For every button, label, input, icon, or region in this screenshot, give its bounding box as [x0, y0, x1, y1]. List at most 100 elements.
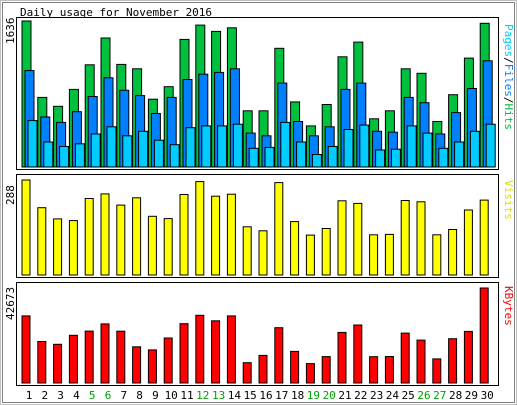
visits-bar [416, 201, 426, 276]
visits-bar [432, 234, 442, 276]
pages-bar [106, 126, 117, 168]
kbytes-bar [274, 327, 284, 384]
x-tick-label: 26 [417, 389, 430, 402]
x-tick-label: 5 [89, 389, 96, 402]
x-tick-label: 20 [323, 389, 336, 402]
visits-bar [132, 197, 142, 276]
visits-bar [68, 220, 78, 276]
kbytes-bar [211, 320, 221, 384]
pages-bar [248, 147, 259, 168]
visits-bar [179, 194, 189, 276]
visits-bar [147, 215, 157, 276]
x-tick-label: 3 [57, 389, 64, 402]
visits-bar [384, 233, 394, 276]
pages-bar [454, 141, 465, 168]
x-tick-label: 11 [180, 389, 193, 402]
kbytes-bar [337, 331, 347, 384]
visits-bar [400, 200, 410, 276]
pages-bar [201, 125, 212, 168]
visits-bar [84, 198, 94, 276]
pages-bar [185, 127, 196, 168]
visits-bar [274, 182, 284, 276]
x-tick-label: 24 [386, 389, 400, 402]
visits-bar [290, 221, 300, 276]
hits-ymax-label: 1636 [4, 18, 17, 45]
legend-hits: Hits [502, 104, 515, 131]
x-tick-label: 19 [307, 389, 320, 402]
x-tick-label: 1 [26, 389, 33, 402]
visits-bar [226, 193, 236, 276]
pages-bar [74, 143, 85, 168]
pages-bar [43, 141, 54, 168]
kbytes-bar [84, 330, 94, 384]
pages-bar [375, 149, 386, 168]
pages-bar [90, 133, 101, 168]
kbytes-bar [195, 314, 205, 384]
pages-bar [169, 144, 180, 168]
pages-bar [406, 125, 417, 168]
kbytes-bar [179, 323, 189, 384]
kbytes-bar [400, 332, 410, 384]
kbytes-bar [479, 287, 489, 384]
x-tick-label: 17 [275, 389, 288, 402]
kbytes-bar [116, 330, 126, 384]
kbytes-bar [242, 362, 252, 384]
visits-bar [337, 200, 347, 276]
visits-ymax-label: 288 [4, 185, 17, 205]
pages-bar [296, 141, 307, 168]
pages-bar [359, 124, 370, 168]
kbytes-bar [305, 363, 315, 384]
x-tick-label: 7 [120, 389, 127, 402]
legend-sep-1: / [502, 57, 515, 64]
x-tick-label: 8 [136, 389, 143, 402]
x-tick-label: 15 [244, 389, 257, 402]
kbytes-bar [353, 324, 363, 384]
pages-bar [469, 130, 480, 168]
x-tick-label: 13 [212, 389, 225, 402]
kbytes-bar [416, 339, 426, 384]
pages-bar [138, 130, 149, 168]
kbytes-bar [37, 341, 47, 384]
kbytes-bar [369, 356, 379, 384]
visits-bar [195, 181, 205, 276]
x-tick-label: 27 [433, 389, 446, 402]
visits-bars-group [21, 179, 489, 276]
pages-bar [327, 146, 338, 168]
pages-bar [422, 132, 433, 168]
x-tick-label: 28 [449, 389, 462, 402]
x-tick-label: 16 [259, 389, 272, 402]
visits-bar [37, 207, 47, 276]
visits-bar [463, 209, 473, 276]
pages-bar [485, 123, 496, 168]
kbytes-bar [68, 334, 78, 384]
kbytes-bar [147, 349, 157, 384]
x-tick-label: 22 [354, 389, 367, 402]
x-tick-label: 12 [196, 389, 209, 402]
visits-bar [353, 202, 363, 276]
visits-bar [242, 226, 252, 276]
hits-bars-group [21, 20, 496, 168]
visits-bar [53, 218, 63, 276]
x-axis-labels: 1 2 3 4 5 6 7 8 9 10 11 12 13 14 15 16 17 18 19 20 21 22 23 24 2… [26, 389, 494, 402]
kbytes-bar [321, 356, 331, 384]
kbytes-bar [226, 315, 236, 384]
pages-bar [438, 147, 449, 168]
pages-bar [27, 120, 38, 168]
x-tick-label: 23 [370, 389, 383, 402]
pages-bar [264, 146, 275, 168]
pages-bar [311, 154, 322, 168]
visits-bar [479, 199, 489, 276]
pages-bar [153, 139, 164, 168]
visits-bar [448, 229, 458, 276]
x-tick-label: 2 [41, 389, 48, 402]
kbytes-ymax-label: 42673 [4, 287, 17, 320]
visits-bar [116, 204, 126, 276]
kbytes-bar [100, 323, 110, 384]
x-tick-label: 10 [165, 389, 178, 402]
pages-bar [217, 125, 228, 168]
kbytes-bars-group [21, 287, 489, 384]
x-tick-label: 21 [338, 389, 351, 402]
pages-bar [232, 123, 243, 168]
